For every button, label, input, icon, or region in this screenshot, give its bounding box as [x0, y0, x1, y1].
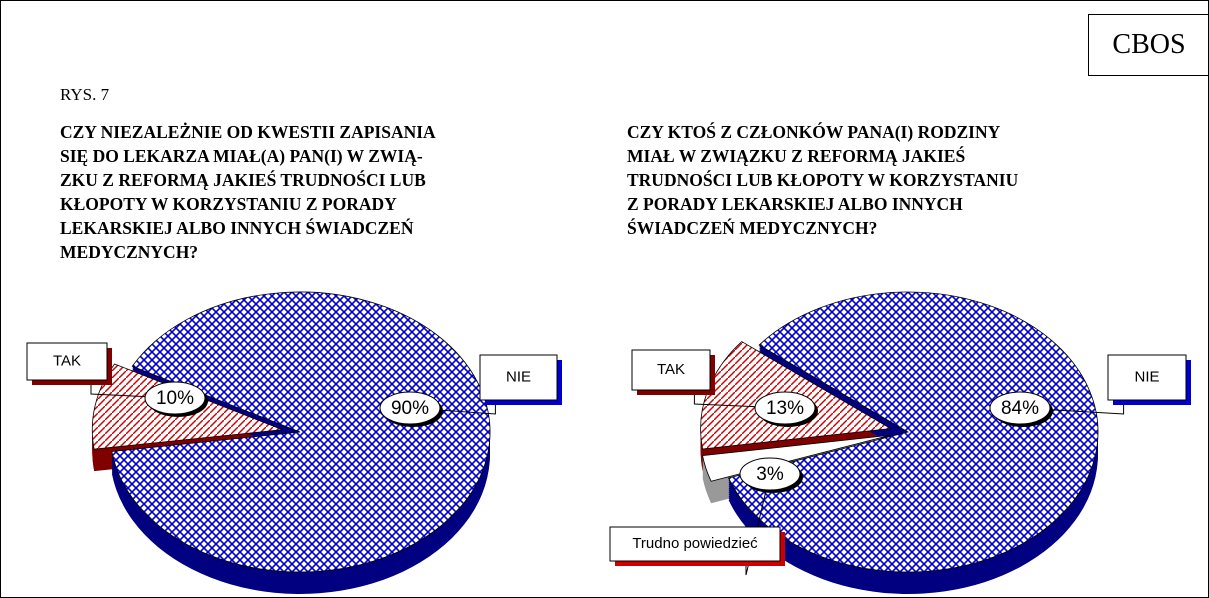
value-label: 10%	[156, 388, 194, 409]
chart-title: CZY NIEZALEŻNIE OD KWESTII ZAPISANIA SIĘ…	[60, 122, 436, 262]
legend-label: NIE	[506, 368, 531, 385]
legend-box	[479, 354, 558, 401]
value-label: 13%	[766, 398, 804, 419]
value-label: 90%	[391, 398, 429, 419]
legend-box	[26, 342, 108, 381]
legend-box	[631, 349, 711, 391]
value-label: 84%	[1001, 398, 1039, 419]
chart-title: CZY KTOŚ Z CZŁONKÓW PANA(I) RODZINY MIAŁ…	[627, 122, 1019, 238]
slice	[111, 291, 491, 573]
value-label-bg	[144, 381, 206, 415]
legend-label: NIE	[1134, 368, 1159, 385]
legend-label: TAK	[53, 352, 81, 369]
value-label-bg	[754, 391, 816, 425]
legend-label: Trudno powiedzieć	[632, 535, 758, 552]
legend-box	[609, 526, 781, 562]
figure-label: RYS. 7	[60, 85, 110, 104]
value-label: 3%	[756, 464, 784, 485]
value-label-bg	[379, 391, 441, 425]
value-label-bg	[989, 391, 1051, 425]
org-label: CBOS	[1088, 14, 1209, 76]
slice	[727, 291, 1099, 573]
legend-box	[1107, 354, 1187, 401]
legend-label: TAK	[657, 361, 685, 378]
value-label-bg	[739, 457, 801, 491]
